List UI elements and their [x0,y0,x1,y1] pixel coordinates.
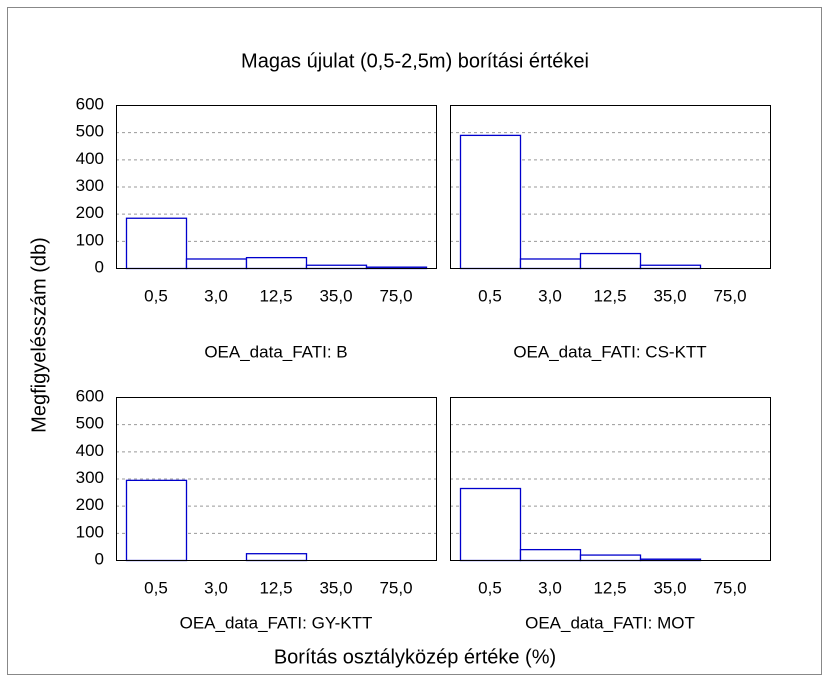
x-tick-label: 75,0 [713,286,746,305]
bar [185,258,248,270]
y-tick-label: 100 [76,230,104,249]
x-tick-label: 35,0 [319,286,352,305]
y-tick-label: 400 [76,441,104,460]
plot-border [450,105,771,269]
x-tick-label: 0,5 [144,286,168,305]
bar [125,217,188,270]
bar [519,258,582,270]
x-tick-label: 0,5 [478,578,502,597]
panel-subtitle: OEA_data_FATI: B [204,342,347,361]
bar [245,256,308,270]
x-tick-label: 12,5 [259,578,292,597]
x-axis-label: Borítás osztályközép értéke (%) [274,646,556,668]
y-tick-label: 500 [76,122,104,141]
x-tick-label: 12,5 [259,286,292,305]
y-tick-label: 400 [76,149,104,168]
bar [579,252,642,270]
plot-border [116,105,437,269]
plot-border [450,397,771,561]
panel-subtitle: OEA_data_FATI: CS-KTT [513,342,706,361]
x-tick-label: 3,0 [204,578,228,597]
panel-subtitle: OEA_data_FATI: MOT [525,613,695,632]
y-tick-label: 300 [76,176,104,195]
x-tick-label: 75,0 [713,578,746,597]
x-tick-label: 0,5 [478,286,502,305]
y-tick-label: 100 [76,522,104,541]
y-tick-label: 0 [95,549,104,568]
x-tick-label: 35,0 [653,286,686,305]
bar [579,554,642,562]
x-tick-label: 35,0 [653,578,686,597]
x-tick-label: 75,0 [379,578,412,597]
bar [459,134,522,270]
bar [459,487,522,562]
y-tick-label: 200 [76,203,104,222]
x-tick-label: 35,0 [319,578,352,597]
x-tick-label: 12,5 [593,578,626,597]
bar [245,553,308,562]
x-tick-label: 3,0 [538,578,562,597]
x-tick-label: 3,0 [538,286,562,305]
x-tick-label: 0,5 [144,578,168,597]
plot-border [116,397,437,561]
panel-subtitle: OEA_data_FATI: GY-KTT [180,613,373,632]
bar [519,548,582,562]
y-tick-label: 600 [76,386,104,405]
x-tick-label: 3,0 [204,286,228,305]
y-tick-label: 0 [95,257,104,276]
bar [125,479,188,562]
y-axis-label: Megfigyelésszám (db) [28,237,50,433]
y-tick-label: 500 [76,414,104,433]
y-tick-label: 200 [76,495,104,514]
x-tick-label: 75,0 [379,286,412,305]
y-tick-label: 300 [76,468,104,487]
chart-title: Magas újulat (0,5-2,5m) borítási értékei [241,50,589,72]
y-tick-label: 600 [76,94,104,113]
x-tick-label: 12,5 [593,286,626,305]
